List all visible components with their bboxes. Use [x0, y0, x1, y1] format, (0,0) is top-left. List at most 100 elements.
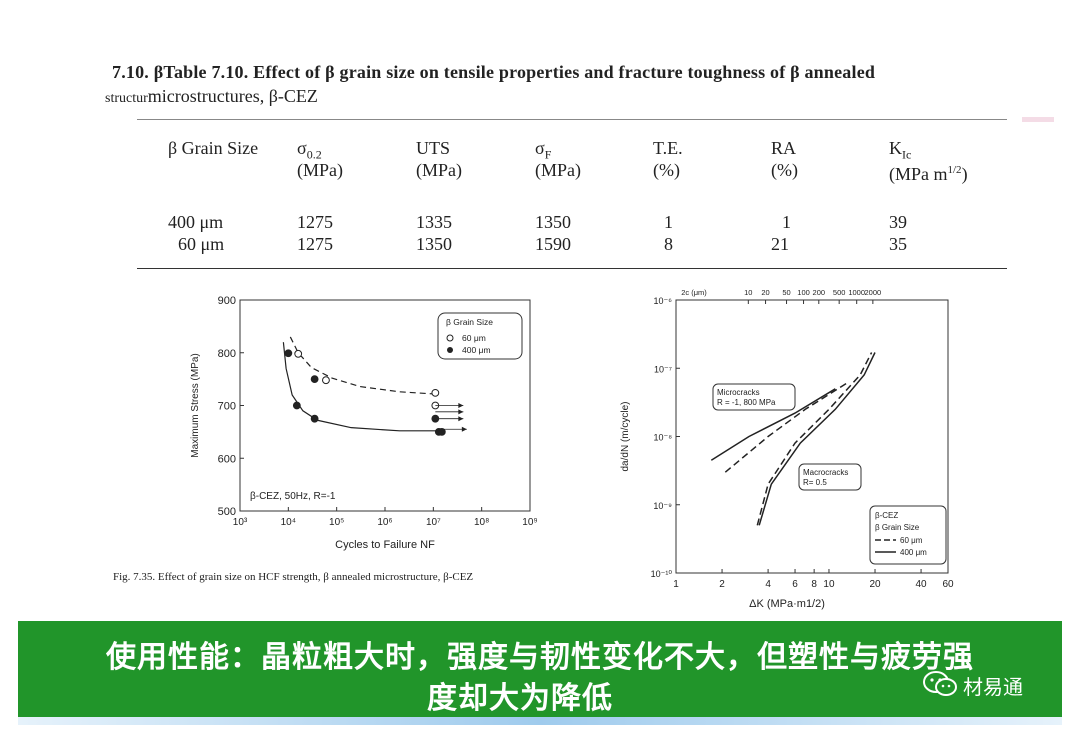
- y-tick-label: 10⁻⁹: [653, 501, 672, 511]
- table-cell: 1350: [416, 234, 452, 254]
- annotation-microcracks: Microcracks: [717, 388, 760, 397]
- top-tick-label: 500: [833, 288, 846, 297]
- table-cell: 1: [782, 212, 791, 232]
- col-header-kic: KIc: [889, 138, 912, 162]
- crack-growth-chart: 1 2 4 6 8 10 20 40 60 10 20 50 100 200 500 1000 2000 2c (…: [620, 288, 954, 610]
- data-point-60um: [431, 388, 440, 397]
- col-header-uts: UTS: [416, 138, 451, 158]
- x-axis-label: ΔK (MPa·m1/2): [749, 598, 825, 610]
- banner-line-2: 度却大为降低: [427, 681, 613, 716]
- legend-box: [437, 312, 523, 360]
- col-header-kic-unit: (MPa m1/2): [889, 164, 968, 184]
- table-cell: 60 μm: [178, 234, 225, 254]
- fit-line-60um: [289, 336, 434, 395]
- x-tick-label: 4: [765, 579, 771, 590]
- top-tick-label: 10: [744, 288, 752, 297]
- series-line: [756, 352, 873, 526]
- y-tick-label: 700: [218, 401, 236, 413]
- bottom-decor-bar: [18, 717, 1062, 725]
- legend-label: 60 μm: [900, 536, 923, 545]
- y-tick-label: 10⁻⁸: [653, 433, 672, 443]
- col-header-te: T.E.: [653, 138, 683, 158]
- y-tick-label: 10⁻¹⁰: [651, 569, 673, 579]
- annotation-macrocracks-condition: R= 0.5: [803, 478, 827, 487]
- x-tick-label: 10⁶: [377, 517, 392, 528]
- table-title-line2: structurmicrostructures, β-CEZ: [105, 86, 318, 106]
- chart-annotation: β-CEZ, 50Hz, R=-1: [250, 491, 336, 502]
- section-number: 7.10. β: [112, 62, 164, 82]
- col-header-ra: RA: [771, 138, 797, 158]
- x-tick-label: 10⁵: [329, 517, 344, 528]
- legend-title: β-CEZ: [875, 511, 898, 520]
- col-header-uts-unit: (MPa): [416, 160, 462, 180]
- data-point-400um: [310, 414, 319, 423]
- table-cell: 39: [889, 212, 907, 232]
- table-cell: 1275: [297, 234, 333, 254]
- table-cell: 1335: [416, 212, 452, 232]
- y-tick-label: 10⁻⁷: [654, 364, 672, 374]
- table-title: 7.10. βTable 7.10. Effect of β grain siz…: [112, 62, 876, 82]
- x-tick-label: 20: [869, 579, 881, 590]
- legend-title: β Grain Size: [446, 317, 493, 327]
- table-bottom-rule: [137, 268, 1007, 269]
- y-tick-label: 500: [218, 506, 236, 518]
- series-line: [758, 352, 876, 526]
- y-tick-label: 800: [218, 348, 236, 360]
- y-tick-label: 10⁻⁶: [654, 296, 673, 306]
- series-line: [710, 388, 836, 461]
- top-tick-label: 20: [761, 288, 769, 297]
- table-cell: 1: [664, 212, 673, 232]
- col-header-fracture: σF: [535, 138, 552, 162]
- col-header-te-unit: (%): [653, 160, 680, 180]
- y-tick-label: 900: [218, 295, 236, 307]
- x-tick-label: 10⁴: [281, 517, 296, 528]
- y-axis-label: Maximum Stress (MPa): [190, 353, 201, 457]
- table-cell: 1275: [297, 212, 333, 232]
- legend-subtitle: β Grain Size: [875, 523, 920, 532]
- table-cell: 21: [771, 234, 789, 254]
- top-axis-label: 2c (μm): [681, 288, 707, 297]
- y-tick-label: 600: [218, 453, 236, 465]
- figure-caption: Fig. 7.35. Effect of grain size on HCF s…: [113, 571, 474, 583]
- table-cell: 400 μm: [168, 212, 224, 232]
- x-tick-label: 60: [942, 579, 954, 590]
- data-point-400um: [310, 375, 319, 384]
- runout-arrowhead: [458, 409, 464, 415]
- series-line: [724, 382, 847, 473]
- top-tick-label: 100: [797, 288, 810, 297]
- decor-bar: [1022, 117, 1054, 122]
- col-header-yield: σ0.2: [297, 138, 322, 162]
- runout-arrowhead: [458, 403, 464, 408]
- table-cell: 1590: [535, 234, 571, 254]
- x-tick-label: 1: [673, 579, 679, 590]
- x-tick-label: 6: [792, 579, 798, 590]
- col-header-fracture-unit: (MPa): [535, 160, 581, 180]
- wechat-icon: [923, 671, 957, 696]
- legend-box: [869, 505, 947, 565]
- legend-label: 60 μm: [462, 333, 486, 343]
- annotation-box-microcracks: [712, 383, 796, 411]
- col-header-grain-size: β Grain Size: [168, 138, 259, 158]
- legend-label: 400 μm: [900, 548, 927, 557]
- runout-arrowhead: [458, 416, 464, 422]
- x-tick-label: 40: [916, 579, 928, 590]
- banner-line-1: 使用性能：晶粒粗大时，强度与韧性变化不大，但塑性与疲劳强: [106, 640, 974, 675]
- table-top-rule: [137, 119, 1007, 120]
- sn-chart: 10³ 10⁴ 10⁵ 10⁶ 10⁷ 10⁸ 10⁹ 500 600 700 800 900 Cycl…: [190, 295, 538, 551]
- data-point-400um: [437, 427, 446, 436]
- summary-banner: 使用性能：晶粒粗大时，强度与韧性变化不大，但塑性与疲劳强 度却大为降低: [18, 621, 1062, 717]
- fit-line-400um: [282, 342, 442, 432]
- data-point-60um: [322, 376, 330, 385]
- x-tick-label: 10⁹: [522, 517, 537, 528]
- table-cell: 8: [664, 234, 673, 254]
- runout-arrowhead: [461, 426, 467, 432]
- x-tick-label: 8: [811, 579, 817, 590]
- legend-label: 400 μm: [462, 345, 491, 355]
- legend-marker-60um: [446, 334, 454, 342]
- y-axis-label: da/dN (m/cycle): [620, 401, 631, 471]
- top-tick-label: 2000: [865, 288, 882, 297]
- x-tick-label: 10³: [233, 517, 248, 528]
- top-tick-label: 50: [782, 288, 790, 297]
- table-cell: 1350: [535, 212, 571, 232]
- top-tick-label: 200: [813, 288, 826, 297]
